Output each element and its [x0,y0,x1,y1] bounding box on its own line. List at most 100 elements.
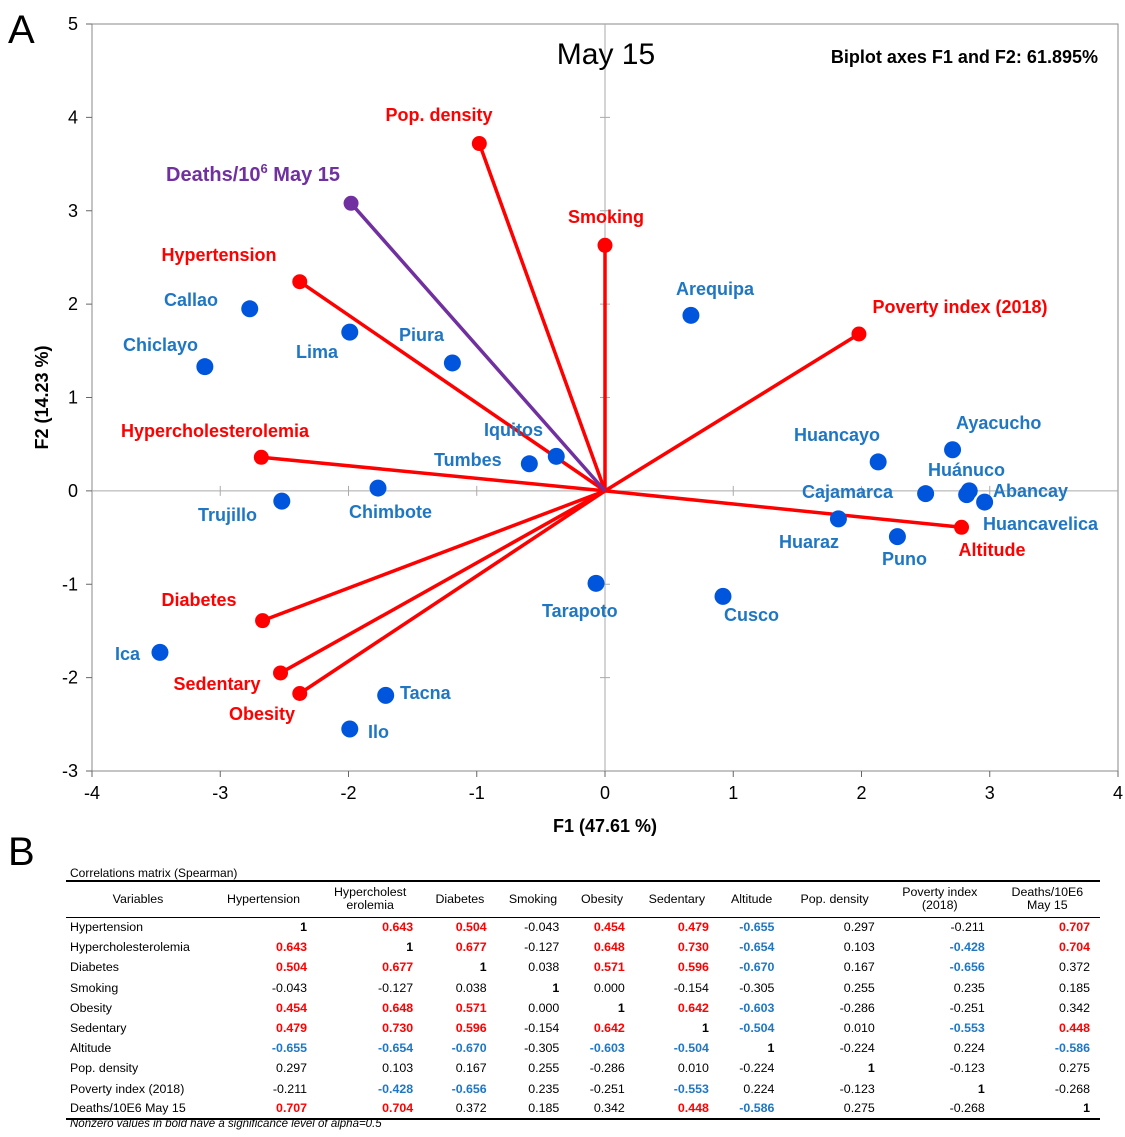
table-cell: 0.730 [382,1021,414,1036]
point-lima [341,323,359,341]
table-cell: -0.504 [673,1041,709,1056]
vector-tip-pop-density [471,136,487,152]
vector-tip-poverty-index-2018 [851,326,867,342]
vector-tip-deaths [343,195,359,211]
y-axis-label: F2 (14.23 %) [32,345,52,449]
table-cell: 0.010 [677,1061,709,1076]
table-cell: 1 [977,1081,985,1096]
table-cell: 0.642 [677,1000,709,1015]
y-tick-label: 4 [68,107,78,127]
table-cell: 0.185 [528,1101,560,1116]
column-header: Deaths/10E6 May 15 [1011,885,1084,913]
table-cell: 0.275 [843,1101,875,1116]
vector-pop-density [477,142,607,492]
column-header: Altitude [731,891,773,906]
table-cell: -0.670 [451,1041,487,1056]
table-cell: -0.154 [524,1021,560,1036]
table-cell: 0.730 [677,940,709,955]
point-label-piura: Piura [399,325,445,345]
table-cell: -0.655 [739,920,775,935]
table-row: Diabetes 0.504 0.677 1 0.038 0.571 0.596 -0.670… [66,957,1100,977]
table-cell: 1 [702,1021,709,1036]
vector-tip-smoking [597,237,613,253]
variable-label-sedentary: Sedentary [173,674,260,694]
table-caption: Correlations matrix (Spearman) [70,866,238,880]
table-cell: 0.010 [843,1021,875,1036]
table-cell: 0.448 [1058,1021,1090,1036]
table-cell: 0.707 [276,1101,308,1116]
point-cajamarca [917,485,935,503]
table-cell: -0.251 [589,1081,625,1096]
x-tick-label: -3 [212,783,228,803]
variable-label-altitude: Altitude [959,540,1026,560]
table-cell: 0.275 [1058,1061,1090,1076]
point-label-cusco: Cusco [724,605,779,625]
table-row: Hypertension 1 0.643 0.504 -0.043 0.454 0.479 -… [66,917,1100,937]
table-row: Hypercholesterolemia 0.643 1 0.677 -0.127 0.6… [66,937,1100,957]
x-tick-label: -2 [340,783,356,803]
table-cell: -0.670 [739,960,775,975]
table-cell: 0.504 [455,920,487,935]
chart-subtitle: Biplot axes F1 and F2: 61.895% [831,47,1098,67]
column-header: Smoking [508,891,558,906]
table-cell: -0.654 [378,1041,414,1056]
point-label-huancavelica: Huancavelica [983,514,1099,534]
x-tick-label: 0 [600,783,610,803]
table-row: Altitude -0.655 -0.654 -0.670 -0.305 -0.603 -0… [66,1038,1100,1058]
table-cell: 1 [552,980,560,995]
table-cell: 0.454 [593,920,625,935]
table-cell: 0.342 [1058,1000,1090,1015]
table-cell: 0.596 [677,960,709,975]
point-label-trujillo: Trujillo [198,505,257,525]
table-cell: 0.185 [1058,980,1090,995]
point-chimbote [369,479,387,497]
y-tick-label: 3 [68,201,78,221]
point-trujillo [273,492,291,510]
table-cell: 1 [300,920,308,935]
vector-sedentary [279,489,606,675]
x-tick-label: -1 [469,783,485,803]
vector-poverty-index-2018 [604,332,860,493]
column-header: Diabetes [435,891,485,906]
row-label: Sedentary [70,1021,127,1036]
table-cell: -0.123 [839,1081,875,1096]
table-cell: 0.224 [953,1041,985,1056]
table-cell: 0.297 [276,1061,308,1076]
point-ica [151,643,169,661]
panel-label-a: A [8,8,35,52]
table-cell: -0.656 [949,960,985,975]
point-label-puno: Puno [882,549,927,569]
column-header-variables: Variables [112,891,164,906]
row-label: Poverty index (2018) [70,1081,185,1096]
table-cell: 0.167 [843,960,875,975]
table-cell: -0.586 [739,1101,775,1116]
vector-obesity [298,489,606,695]
table-cell: -0.268 [949,1101,985,1116]
table-row: Deaths/10E6 May 15 0.707 0.704 0.372 0.185 0.… [66,1099,1100,1119]
point-puno [888,528,906,546]
y-tick-label: -3 [62,761,78,781]
point-iquitos [547,447,565,465]
column-header: Hypertension [227,891,301,906]
table-cell: 0.255 [843,980,875,995]
variable-label-hypertension: Hypertension [161,245,276,265]
table-cell: 0.372 [455,1101,487,1116]
point-tacna [377,686,395,704]
table-cell: 0.454 [276,1000,308,1015]
variable-label-hypercholesterolemia: Hypercholesterolemia [121,421,310,441]
table-cell: -0.043 [524,920,560,935]
correlation-table-wrapper: Variables Hypertension Hypercholest erolemi… [66,880,1100,1120]
vector-tip-hypertension [292,274,308,290]
table-row: Obesity 0.454 0.648 0.571 0.000 1 0.642 -0.603 -… [66,998,1100,1018]
chart-title: May 15 [557,38,655,71]
y-tick-label: -2 [62,668,78,688]
table-cell: -0.305 [739,980,775,995]
point-label-tacna: Tacna [400,683,452,703]
table-cell: -0.211 [272,1081,308,1096]
row-label: Altitude [70,1041,112,1056]
table-cell: -0.043 [271,980,308,995]
table-cell: 0.000 [528,1000,560,1015]
deaths-vector-label: Deaths/106 May 15 [166,161,340,186]
table-cell: -0.656 [451,1081,487,1096]
row-label: Hypertension [70,920,144,935]
